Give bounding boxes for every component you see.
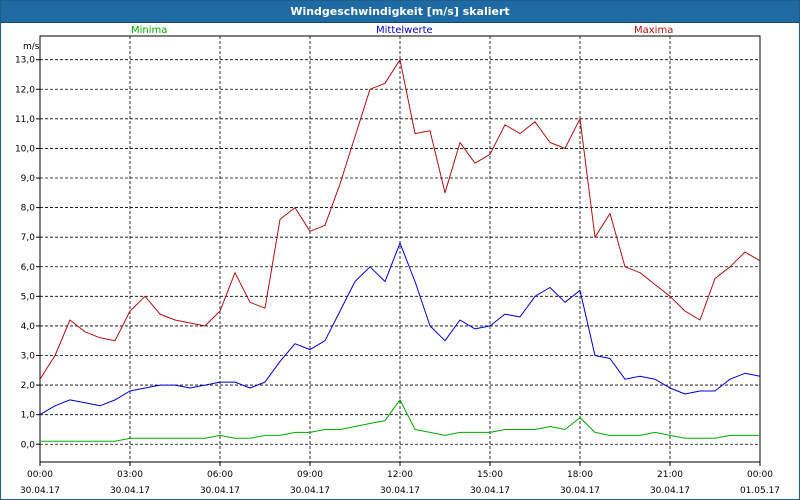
- y-tick-label: 4,0: [21, 322, 36, 332]
- y-tick-label: 0,0: [21, 440, 36, 450]
- y-tick-label: 10,0: [15, 144, 35, 154]
- y-tick-label: 13,0: [15, 56, 35, 66]
- plot-frame: [39, 35, 761, 463]
- y-tick-label: 5,0: [21, 292, 36, 302]
- x-tick-labels: 00:00 30.04.17 03:00 30.04.17 06:00 30.04.17 0…: [20, 470, 780, 496]
- series-line-mittelwerte: [39, 242, 761, 416]
- series-line-maxima: [39, 59, 761, 380]
- y-tick-label: 8,0: [21, 204, 36, 214]
- y-tick-labels: 0,0 1,0 2,0 3,0 4,0 5,0 6,0 7,0 8,0 9,0 10,0 11,0 12…: [15, 56, 35, 451]
- x-tick-time: 09:00: [297, 470, 323, 480]
- legend-minima: Minima: [131, 25, 168, 36]
- y-tick-label: 12,0: [15, 85, 35, 95]
- x-tick-date: 30.04.17: [560, 486, 600, 496]
- x-tick-date: 30.04.17: [650, 486, 690, 496]
- axes: [36, 35, 761, 466]
- x-tick-time: 03:00: [117, 470, 143, 480]
- y-tick-label: 11,0: [15, 115, 35, 125]
- x-tick-date: 30.04.17: [380, 486, 420, 496]
- x-tick-date: 30.04.17: [290, 486, 330, 496]
- y-tick-label: 9,0: [21, 174, 36, 184]
- x-tick-time: 00:00: [747, 470, 773, 480]
- series-line-minima: [40, 399, 760, 442]
- y-tick-label: 2,0: [21, 381, 36, 391]
- x-tick-date: 30.04.17: [20, 486, 60, 496]
- x-tick-time: 18:00: [567, 470, 593, 480]
- x-tick-time: 00:00: [27, 470, 53, 480]
- y-tick-label: 1,0: [21, 411, 36, 421]
- y-tick-label: 3,0: [21, 352, 36, 362]
- x-tick-time: 15:00: [477, 470, 503, 480]
- x-tick-time: 12:00: [387, 470, 413, 480]
- y-tick-label: 6,0: [21, 263, 36, 273]
- y-tick-label: 7,0: [21, 233, 36, 243]
- x-tick-date: 30.04.17: [200, 486, 240, 496]
- y-axis-label: m/s: [23, 42, 40, 52]
- legend-maxima: Maxima: [634, 25, 674, 36]
- window-title: Windgeschwindigkeit [m/s] skaliert: [1, 1, 799, 23]
- x-tick-date: 01.05.17: [740, 486, 780, 496]
- x-tick-date: 30.04.17: [110, 486, 150, 496]
- grid-lines: [40, 36, 760, 462]
- series-lines: [39, 59, 761, 442]
- x-tick-time: 21:00: [657, 470, 683, 480]
- x-tick-date: 30.04.17: [470, 486, 510, 496]
- legend-mittelwerte: Mittelwerte: [376, 25, 433, 36]
- x-tick-time: 06:00: [207, 470, 233, 480]
